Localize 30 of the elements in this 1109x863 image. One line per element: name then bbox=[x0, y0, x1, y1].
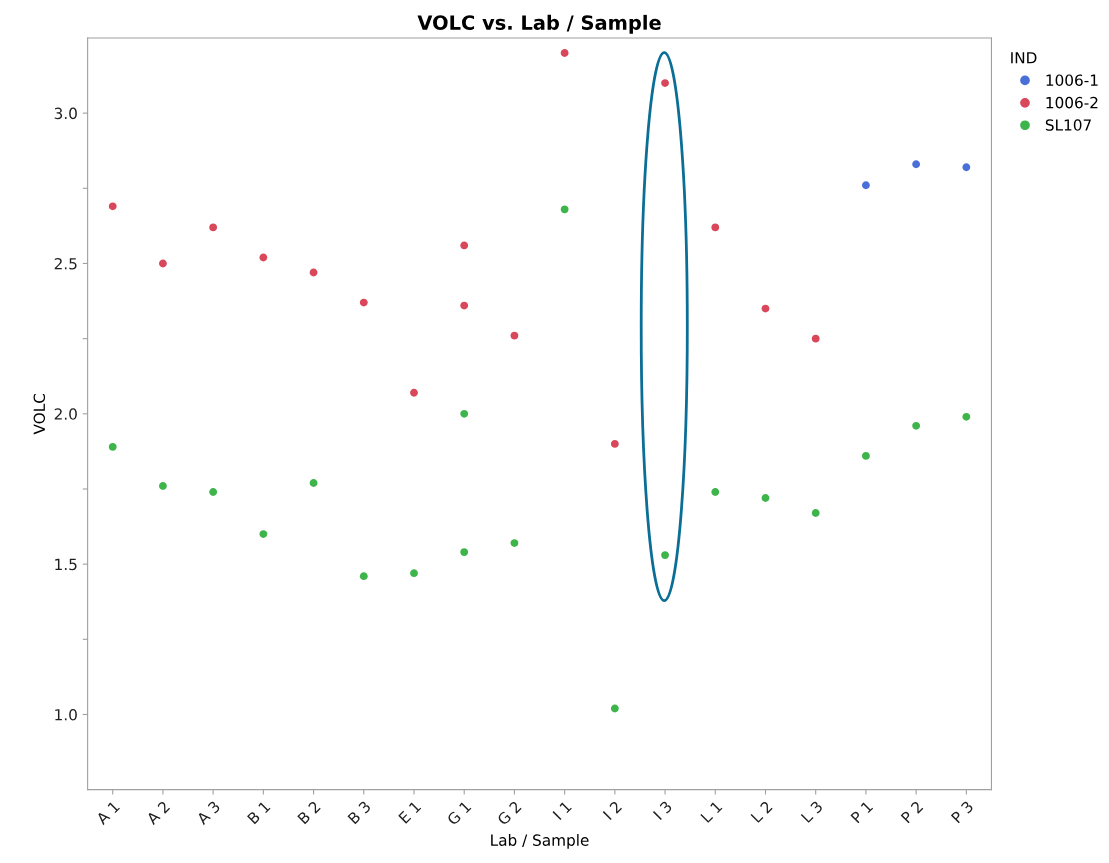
x-tick-label: A 1 bbox=[95, 800, 120, 826]
y-tick-label: 2.5 bbox=[54, 257, 77, 270]
x-tick-label: P 3 bbox=[950, 800, 974, 824]
y-tick-label: 3.0 bbox=[54, 107, 77, 120]
x-tick-label: G 1 bbox=[446, 800, 472, 826]
x-tick-label: P 1 bbox=[850, 800, 874, 824]
x-tick-label: E 1 bbox=[398, 800, 422, 824]
x-tick-label: I 2 bbox=[602, 800, 622, 821]
x-tick-label: A 3 bbox=[195, 800, 221, 826]
y-tick-label: 2.0 bbox=[54, 408, 77, 420]
legend-label: SL107 bbox=[1045, 119, 1091, 131]
legend-label: 1006-1 bbox=[1046, 74, 1098, 86]
chart-title: VOLC vs. Lab / Sample bbox=[417, 14, 661, 34]
legend-label: 1006-2 bbox=[1046, 96, 1098, 109]
x-tick-label: B 2 bbox=[297, 800, 321, 825]
x-tick-label: A 2 bbox=[145, 800, 171, 826]
legend-title: IND bbox=[1011, 52, 1037, 64]
x-tick-label: P 2 bbox=[900, 800, 924, 824]
x-tick-label: I 1 bbox=[552, 800, 572, 821]
y-axis-title: VOLC bbox=[33, 393, 46, 435]
x-tick-label: L 3 bbox=[800, 800, 824, 823]
x-tick-label: I 3 bbox=[652, 800, 673, 821]
x-axis-title: Lab / Sample bbox=[491, 834, 589, 849]
x-tick-label: B 3 bbox=[347, 800, 372, 825]
y-tick-label: 1.5 bbox=[55, 558, 77, 571]
y-tick-label: 1.0 bbox=[55, 708, 77, 721]
x-tick-label: G 2 bbox=[496, 800, 522, 826]
x-tick-label: B 1 bbox=[247, 800, 271, 825]
x-tick-label: L 2 bbox=[750, 800, 773, 823]
x-tick-label: L 1 bbox=[700, 800, 723, 823]
